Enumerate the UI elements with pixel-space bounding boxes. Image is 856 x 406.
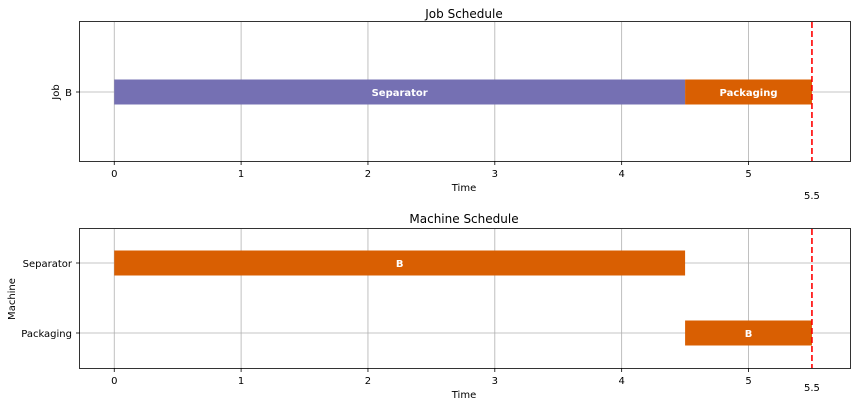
x-tick-label: 1 — [238, 169, 244, 180]
gantt-bar — [685, 79, 812, 105]
x-tick-label: 0 — [111, 376, 117, 387]
y-tick-label: Separator — [23, 259, 73, 270]
gantt-bar — [685, 320, 812, 346]
plot-frame — [79, 228, 851, 369]
x-axis-label: Time — [451, 390, 476, 401]
x-axis-label: Time — [451, 183, 476, 194]
gridlines — [80, 229, 850, 368]
x-tick-label: 4 — [618, 169, 624, 180]
x-tick-label: 4 — [618, 376, 624, 387]
y-axis-label: Machine — [7, 278, 18, 320]
chart-title: Machine Schedule — [409, 212, 518, 226]
ticks: 0 1 2 3 4 5 B 5.5 — [65, 88, 820, 202]
y-tick-label: B — [65, 88, 72, 99]
plot-frame — [79, 21, 851, 162]
y-tick-label: Packaging — [21, 329, 72, 340]
y-axis-label: Job — [51, 84, 62, 100]
bar-label: Separator — [372, 88, 428, 99]
makespan-label: 5.5 — [804, 191, 820, 202]
job-schedule-chart: Job Schedule Separator Packaging 0 1 2 3 4 5 B 5… — [51, 7, 851, 202]
x-tick-label: 3 — [492, 376, 498, 387]
machine-schedule-chart: Machine Schedule BB 0 1 2 3 4 5SeparatorPacka… — [7, 212, 851, 401]
x-tick-label: 1 — [238, 376, 244, 387]
bar-label: Packaging — [720, 88, 778, 99]
bars: BB — [114, 229, 813, 368]
x-tick-label: 0 — [111, 169, 117, 180]
bar-label: B — [396, 259, 404, 270]
x-tick-label: 5 — [745, 169, 751, 180]
chart-title: Job Schedule — [424, 7, 502, 21]
bars: Separator Packaging — [114, 22, 813, 161]
makespan-label: 5.5 — [804, 383, 820, 394]
x-tick-label: 5 — [745, 376, 751, 387]
gantt-bar — [114, 250, 686, 276]
x-tick-label: 2 — [365, 169, 371, 180]
x-tick-label: 2 — [365, 376, 371, 387]
gantt-bar — [114, 79, 686, 105]
bar-label: B — [745, 329, 753, 340]
x-tick-label: 3 — [492, 169, 498, 180]
